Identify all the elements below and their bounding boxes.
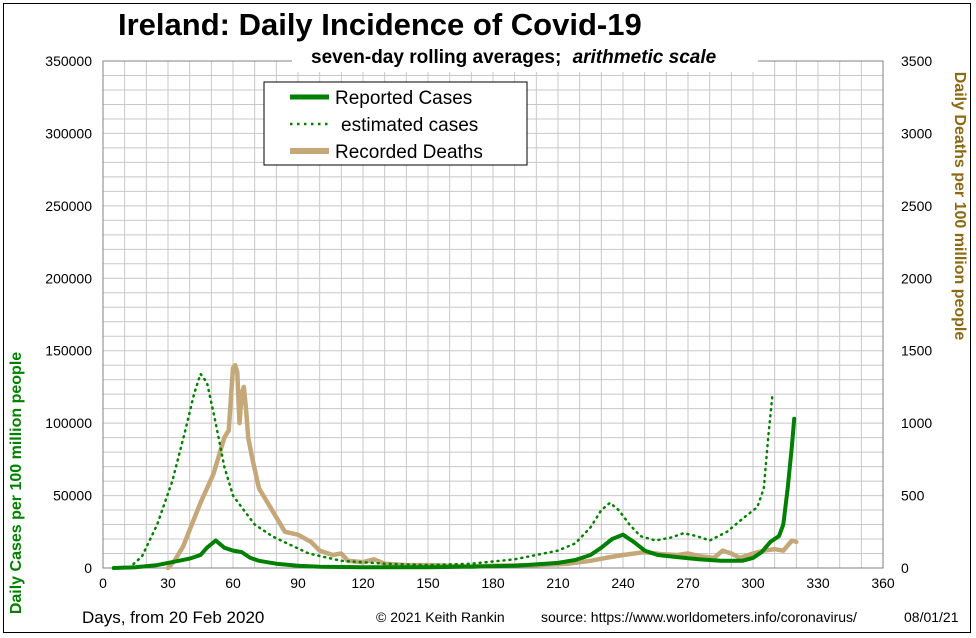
subtitle-bold: seven-day rolling averages; bbox=[311, 47, 561, 68]
x-tick-label: 300 bbox=[741, 575, 765, 591]
x-tick-label: 30 bbox=[160, 575, 176, 591]
y-tick-label-left: 0 bbox=[84, 560, 92, 576]
date-note: 08/01/21 bbox=[904, 609, 959, 625]
y-axis-label-left: Daily Cases per 100 million people bbox=[8, 352, 25, 614]
y-tick-label-left: 50000 bbox=[53, 488, 92, 504]
y-tick-label-right: 2000 bbox=[901, 270, 932, 286]
x-tick-label: 210 bbox=[546, 575, 570, 591]
legend-label-recorded-deaths: Recorded Deaths bbox=[335, 142, 483, 163]
subtitle-italic: arithmetic scale bbox=[573, 47, 717, 68]
x-tick-label: 0 bbox=[99, 575, 107, 591]
y-tick-label-right: 500 bbox=[901, 488, 925, 504]
legend: Reported Cases estimated cases Recorded … bbox=[263, 81, 528, 166]
y-tick-label-right: 1500 bbox=[901, 343, 932, 359]
x-tick-label: 270 bbox=[676, 575, 700, 591]
y-tick-label-right: 3000 bbox=[901, 125, 932, 141]
legend-label-reported-cases: Reported Cases bbox=[335, 88, 472, 109]
subtitle-background bbox=[292, 42, 758, 72]
chart-frame bbox=[3, 3, 971, 633]
copyright-note: © 2021 Keith Rankin bbox=[376, 609, 505, 625]
chart-subtitle: seven-day rolling averages; arithmetic s… bbox=[311, 47, 717, 68]
tick-labels: 0 30 60 90 120 150 180 210 240 270 300 330 360 0 50000… bbox=[45, 53, 932, 591]
y-tick-label-right: 1000 bbox=[901, 415, 932, 431]
series-layer bbox=[111, 362, 799, 571]
y-tick-label-left: 100000 bbox=[45, 415, 92, 431]
x-tick-label: 90 bbox=[290, 575, 306, 591]
y-tick-label-left: 150000 bbox=[45, 343, 92, 359]
y-tick-label-left: 250000 bbox=[45, 198, 92, 214]
y-axis-label-right: Daily Deaths per 100 million people bbox=[951, 72, 968, 341]
source-note: source: https://www.worldometers.info/co… bbox=[541, 609, 857, 625]
y-tick-label-right: 2500 bbox=[901, 198, 932, 214]
y-tick-label-right: 0 bbox=[901, 560, 909, 576]
y-tick-label-right: 3500 bbox=[901, 53, 932, 69]
x-tick-label: 330 bbox=[806, 575, 830, 591]
legend-label-estimated-cases: estimated cases bbox=[341, 115, 478, 136]
y-tick-label-left: 350000 bbox=[45, 53, 92, 69]
chart-title: Ireland: Daily Incidence of Covid-19 bbox=[118, 7, 642, 42]
y-tick-label-left: 200000 bbox=[45, 270, 92, 286]
y-tick-label-left: 300000 bbox=[45, 125, 92, 141]
x-tick-label: 120 bbox=[351, 575, 375, 591]
series-line-estimated-cases bbox=[127, 372, 774, 570]
x-tick-label: 180 bbox=[481, 575, 505, 591]
x-tick-label: 360 bbox=[871, 575, 895, 591]
x-tick-label: 240 bbox=[611, 575, 635, 591]
x-axis-label: Days, from 20 Feb 2020 bbox=[82, 608, 264, 627]
x-tick-label: 60 bbox=[225, 575, 241, 591]
x-tick-label: 150 bbox=[416, 575, 440, 591]
series-line-reported-cases bbox=[111, 416, 797, 570]
